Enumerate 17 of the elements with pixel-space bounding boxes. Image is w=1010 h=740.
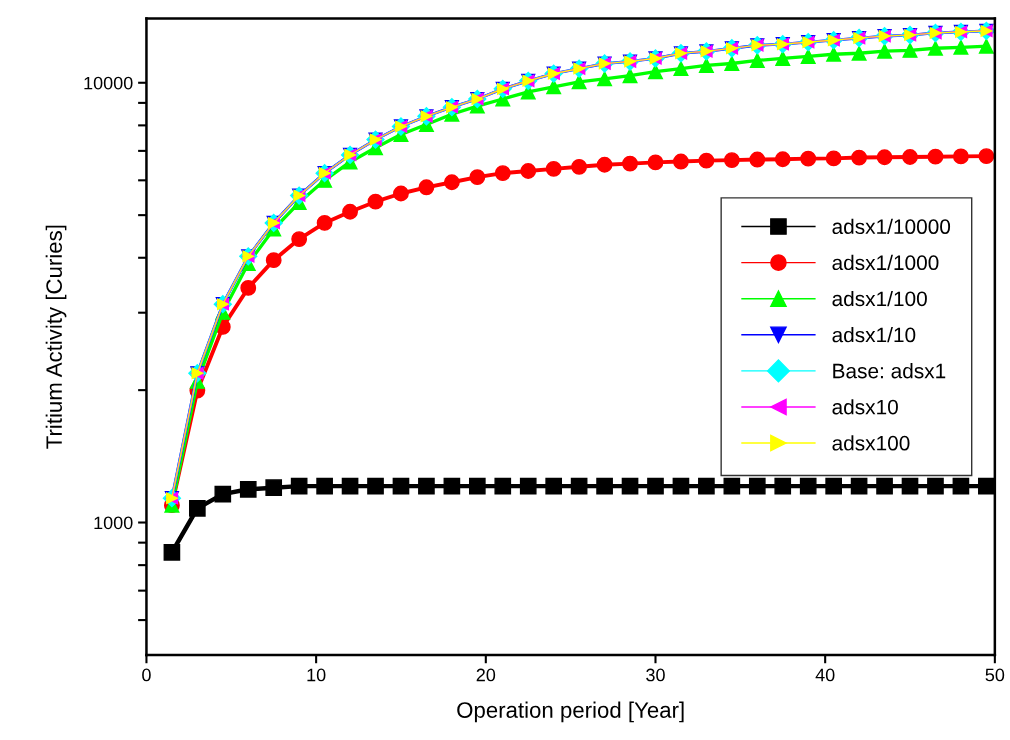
legend-label: adsx1/10000 [832,218,951,235]
x-tick-label: 20 [476,668,496,682]
x-tick-label: 30 [646,668,665,682]
legend-label: adsx1/10 [832,326,916,343]
legend-label: adsx1/1000 [832,254,939,271]
x-axis-title: Operation period [Year] [457,701,684,723]
legend-label: adsx100 [832,435,910,451]
y-tick-label: 1000 [94,516,133,530]
y-tick-label: 10000 [84,76,133,90]
legend-label: adsx10 [832,399,898,415]
x-tick-label: 0 [142,668,151,682]
legend-label: Base: adsx1 [833,363,946,379]
x-tick-label: 50 [985,668,1005,682]
x-tick-label: 40 [815,668,835,682]
legend-label: adsx1/100 [832,290,927,307]
x-tick-label: 10 [307,668,326,682]
y-axis-title: Tritium Activity [Curies] [45,225,67,449]
